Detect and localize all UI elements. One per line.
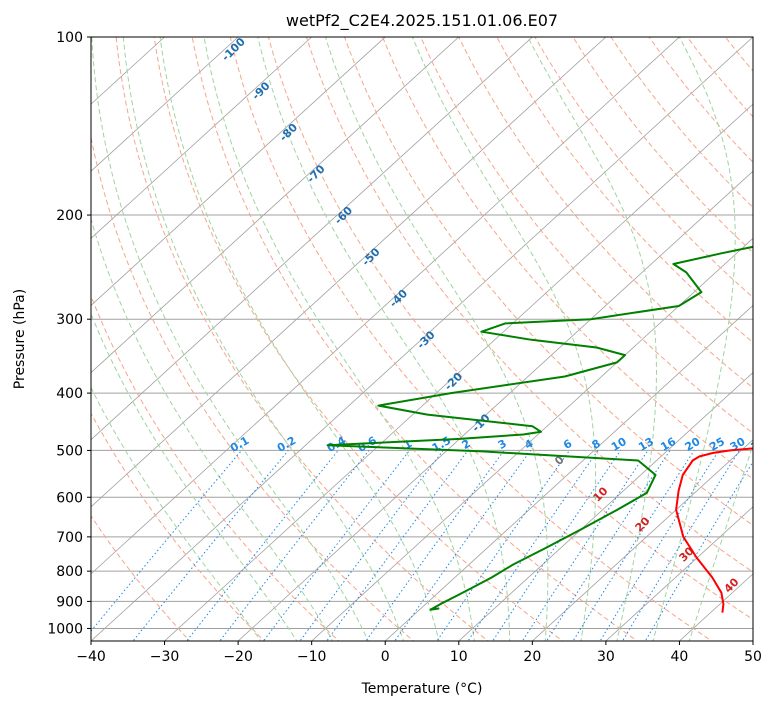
mixing-ratio-line <box>599 450 720 641</box>
y-tick-label: 900 <box>56 594 83 610</box>
dry-adiabat <box>91 515 191 641</box>
y-tick-label: 600 <box>56 490 83 506</box>
moist-adiabat <box>91 37 369 641</box>
x-tick-label: 20 <box>523 649 541 665</box>
x-tick-label: 0 <box>381 649 390 665</box>
x-axis-label: Temperature (°C) <box>361 681 483 697</box>
axes: −40 −30 −20 −10 0 10 20 30 40 50 100 200 300 400 500 60… <box>47 30 762 665</box>
chart-title: wetPf2_C2E4.2025.151.01.06.E07 <box>286 11 558 31</box>
dewpoint-profile-line <box>326 245 753 611</box>
isotherm-gridline <box>458 372 753 641</box>
isotherm-gridline <box>752 640 753 641</box>
y-tick-label: 700 <box>56 530 83 546</box>
mixing-ratio-line <box>436 450 570 641</box>
dry-adiabat <box>420 37 753 434</box>
dry-adiabat <box>115 37 489 641</box>
isotherm-gridline <box>91 37 680 575</box>
moist-adiabat <box>203 37 475 641</box>
temperature-profile-line <box>675 447 753 613</box>
mixing-ratio-line <box>467 450 599 641</box>
moist-adiabat <box>688 443 753 641</box>
isotherm-gridline <box>164 103 753 641</box>
mixing-ratio-label: 36 <box>748 435 768 454</box>
dry-adiabat <box>153 37 564 641</box>
mixing-ratio-line <box>492 450 622 641</box>
moist-adiabat <box>412 37 597 641</box>
mixing-ratio-line <box>299 450 444 641</box>
x-tick-label: 40 <box>671 649 689 665</box>
moist-adiabat <box>91 312 298 641</box>
isotherm-gridline <box>91 37 239 172</box>
x-tick-label: 50 <box>744 649 762 665</box>
dry-adiabat <box>91 134 415 641</box>
mixing-ratio-line <box>185 450 339 641</box>
mixing-ratio-line <box>545 450 671 641</box>
dry-adiabat <box>267 37 753 621</box>
dry-adiabat <box>305 37 753 573</box>
isotherm-gridline <box>237 170 753 641</box>
isotherm-gridline <box>91 37 312 239</box>
mixing-ratio-line <box>521 450 649 641</box>
mixing-ratio-line <box>572 450 695 641</box>
y-tick-label: 500 <box>56 443 83 459</box>
y-tick-label: 1000 <box>47 621 83 637</box>
y-axis-label: Pressure (hPa) <box>12 289 28 389</box>
moist-adiabat <box>527 37 657 641</box>
dry-adiabat <box>534 37 753 299</box>
dry-adiabat <box>382 37 753 480</box>
dry-adiabat <box>496 37 753 344</box>
dry-adiabat <box>91 294 340 641</box>
isotherm-gridline <box>532 439 753 641</box>
y-tick-label: 200 <box>56 208 83 224</box>
y-tick-label: 300 <box>56 312 83 328</box>
moist-adiabat <box>122 37 405 641</box>
isotherm-gridline <box>91 37 460 374</box>
moist-adiabat <box>159 37 440 641</box>
x-tick-label: 10 <box>450 649 468 665</box>
moist-adiabat <box>257 37 511 641</box>
isotherm-gridline <box>91 37 533 441</box>
y-tick-label: 800 <box>56 564 83 580</box>
dry-adiabat <box>753 24 775 644</box>
isotherm-gridline <box>91 37 386 306</box>
plot-frame <box>90 36 754 642</box>
dry-adiabat <box>91 412 266 641</box>
y-tick-label: 400 <box>56 386 83 402</box>
dry-adiabat <box>229 37 713 641</box>
mixing-ratio-line <box>132 450 289 641</box>
moist-adiabat <box>91 386 262 641</box>
x-tick-label: −20 <box>223 649 253 665</box>
dry-adiabat <box>343 37 753 526</box>
moist-adiabat <box>652 37 736 641</box>
x-tick-label: −40 <box>76 649 106 665</box>
mixing-ratio-line <box>326 450 469 641</box>
x-tick-label: −10 <box>297 649 327 665</box>
x-tick-label: 30 <box>597 649 615 665</box>
isotherm-gridline <box>91 37 753 641</box>
y-tick-label: 100 <box>56 30 83 46</box>
isotherm-gridline <box>91 37 607 508</box>
isotherm-gridline <box>384 304 753 641</box>
dry-adiabat <box>458 37 753 389</box>
mixing-ratio-line <box>394 450 532 641</box>
mixing-ratio-line <box>365 450 505 641</box>
moist-adiabat <box>324 37 549 641</box>
moist-adiabat <box>91 217 334 641</box>
isotherm-gridline <box>605 506 753 641</box>
x-tick-label: −30 <box>150 649 180 665</box>
dry-adiabat <box>191 37 639 641</box>
mixing-ratio-line <box>219 450 370 641</box>
isotherm-gridline <box>311 237 753 641</box>
